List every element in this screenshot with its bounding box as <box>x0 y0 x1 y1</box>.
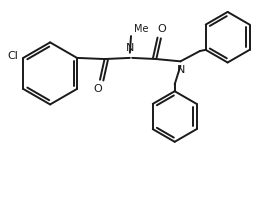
Text: N: N <box>126 43 135 53</box>
Text: Cl: Cl <box>8 50 19 61</box>
Text: Me: Me <box>134 24 149 34</box>
Text: O: O <box>93 84 102 94</box>
Text: N: N <box>177 65 185 75</box>
Text: O: O <box>158 24 166 34</box>
